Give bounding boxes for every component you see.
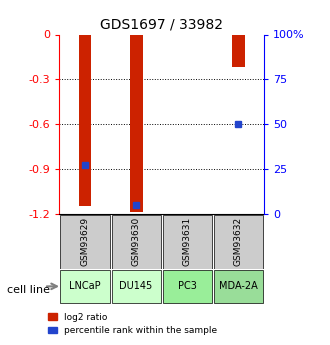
Bar: [133, 202, 139, 208]
Text: MDA-2A: MDA-2A: [219, 282, 258, 291]
Text: GSM93631: GSM93631: [183, 217, 192, 266]
Title: GDS1697 / 33982: GDS1697 / 33982: [100, 18, 223, 32]
FancyBboxPatch shape: [163, 215, 212, 269]
FancyBboxPatch shape: [214, 215, 263, 269]
FancyBboxPatch shape: [214, 270, 263, 303]
FancyBboxPatch shape: [163, 270, 212, 303]
Legend: log2 ratio, percentile rank within the sample: log2 ratio, percentile rank within the s…: [44, 309, 221, 339]
Bar: [130, 34, 143, 213]
Text: DU145: DU145: [119, 282, 153, 291]
Text: LNCaP: LNCaP: [69, 282, 101, 291]
FancyBboxPatch shape: [60, 215, 110, 269]
Text: cell line: cell line: [7, 286, 50, 295]
FancyBboxPatch shape: [112, 270, 161, 303]
FancyBboxPatch shape: [112, 215, 161, 269]
Text: GSM93629: GSM93629: [81, 217, 89, 266]
FancyBboxPatch shape: [60, 270, 110, 303]
Text: PC3: PC3: [178, 282, 197, 291]
Bar: [79, 34, 91, 206]
Bar: [232, 34, 245, 67]
Text: GSM93632: GSM93632: [234, 217, 243, 266]
Text: GSM93630: GSM93630: [132, 217, 141, 266]
Bar: [82, 162, 88, 168]
Bar: [235, 121, 242, 127]
